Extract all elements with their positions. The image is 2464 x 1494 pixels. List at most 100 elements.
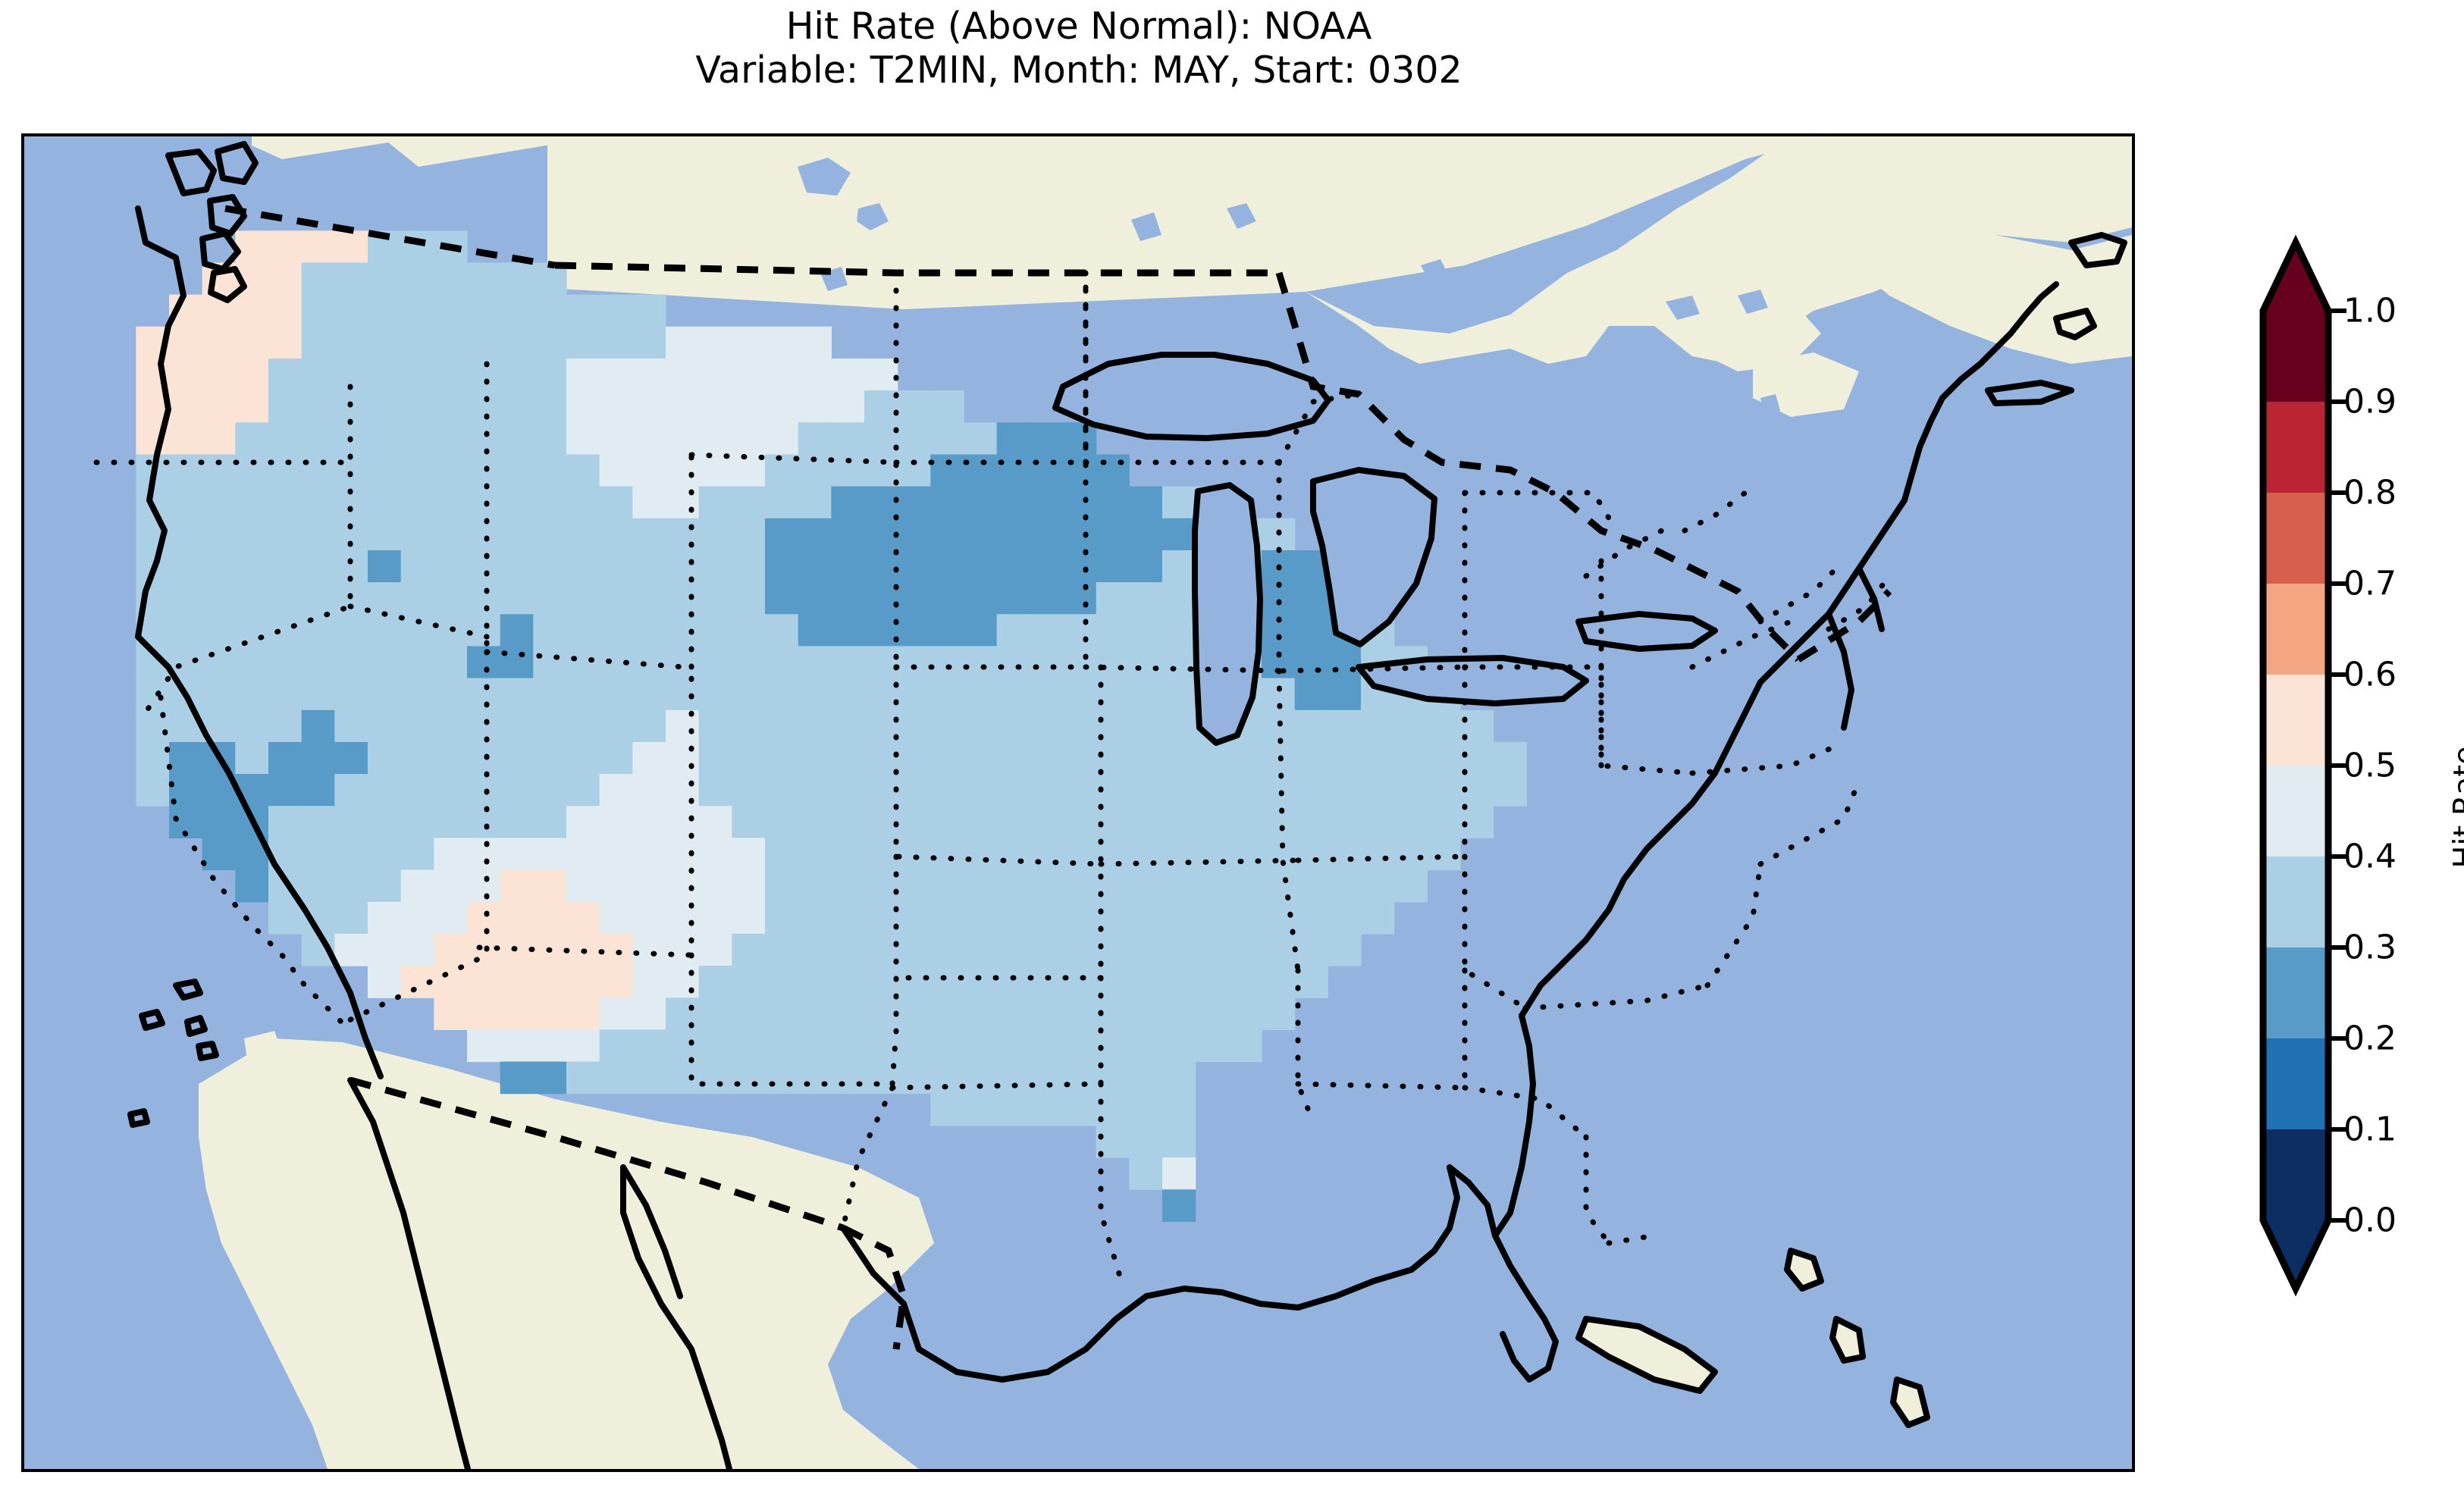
grid-cell [400, 901, 434, 935]
grid-cell [301, 838, 335, 871]
grid-cell [1063, 678, 1097, 711]
grid-cell [1162, 1093, 1196, 1126]
grid-cell [368, 486, 402, 519]
grid-cell [1361, 901, 1395, 935]
grid-cell [599, 933, 633, 966]
grid-cell [566, 741, 600, 775]
grid-cell [400, 454, 434, 487]
grid-cell [930, 390, 964, 423]
title-line-2: Variable: T2MIN, Month: MAY, Start: 0302 [695, 49, 1462, 92]
grid-cell [666, 709, 700, 743]
grid-cell [698, 838, 732, 871]
grid-cell [500, 326, 534, 359]
grid-cell [1228, 1029, 1262, 1063]
grid-cell [533, 550, 567, 583]
grid-cell [533, 741, 567, 775]
grid-cell [434, 582, 468, 615]
grid-cell [732, 486, 766, 519]
grid-cell [666, 614, 700, 647]
grid-cell [732, 966, 766, 998]
grid-cell [632, 422, 666, 456]
grid-cell [732, 646, 766, 679]
grid-cell [632, 326, 666, 359]
grid-cell [1294, 806, 1328, 838]
grid-cell [235, 550, 269, 583]
grid-cell [964, 901, 998, 935]
grid-cell [533, 486, 567, 519]
grid-cell [698, 678, 732, 711]
grid-cell [268, 262, 303, 296]
grid-cell [566, 486, 600, 519]
grid-cell [732, 1061, 766, 1095]
grid-cell [1129, 1029, 1163, 1063]
grid-cell [864, 422, 898, 456]
grid-cell [400, 838, 434, 871]
grid-cell [666, 806, 700, 838]
grid-cell [1294, 709, 1328, 743]
grid-cell [1129, 646, 1163, 679]
colorbar-band [2263, 402, 2328, 493]
grid-cell [798, 806, 832, 838]
figure-title: Hit Rate (Above Normal): NOAA Variable: … [0, 5, 2158, 92]
grid-cell [301, 326, 335, 359]
grid-cell [467, 262, 501, 296]
grid-cell [434, 709, 468, 743]
grid-cell [930, 901, 964, 935]
grid-cell [1162, 1061, 1196, 1095]
grid-cell [467, 869, 501, 903]
grid-cell [1129, 1157, 1163, 1190]
grid-cell [467, 518, 501, 551]
grid-cell [1129, 614, 1163, 647]
grid-cell [268, 550, 303, 583]
grid-cell [831, 422, 865, 456]
grid-cell [1030, 709, 1064, 743]
grid-cell [334, 326, 368, 359]
grid-cell [368, 646, 402, 679]
grid-cell [632, 582, 666, 615]
grid-cell [368, 838, 402, 871]
grid-cell [632, 294, 666, 327]
grid-cell [1393, 774, 1428, 807]
grid-cell [698, 741, 732, 775]
grid-cell [1063, 774, 1097, 807]
grid-cell [765, 774, 799, 807]
grid-cell [1030, 614, 1064, 647]
grid-cell [500, 741, 534, 775]
grid-cell [334, 646, 368, 679]
grid-cell [467, 454, 501, 487]
grid-cell [1096, 518, 1130, 551]
grid-cell [566, 901, 600, 935]
grid-cell [1393, 869, 1428, 903]
grid-cell [1063, 709, 1097, 743]
grid-cell [897, 869, 931, 903]
grid-cell [169, 741, 203, 775]
grid-cell [533, 646, 567, 679]
grid-cell [599, 1029, 633, 1063]
grid-cell [334, 838, 368, 871]
grid-cell [996, 486, 1030, 519]
grid-cell [996, 933, 1030, 966]
grid-cell [732, 838, 766, 871]
grid-cell [533, 901, 567, 935]
grid-cell [1162, 486, 1196, 519]
grid-cell [798, 614, 832, 647]
grid-cell [1129, 709, 1163, 743]
grid-cell [765, 678, 799, 711]
grid-cell [831, 614, 865, 647]
grid-cell [897, 806, 931, 838]
grid-cell [1328, 933, 1362, 966]
grid-cell [599, 1061, 633, 1095]
grid-cell [235, 422, 269, 456]
grid-cell [1361, 838, 1395, 871]
grid-cell [268, 294, 303, 327]
grid-cell [334, 294, 368, 327]
grid-cell [301, 358, 335, 391]
grid-cell [964, 774, 998, 807]
grid-cell [996, 901, 1030, 935]
grid-cell [765, 1061, 799, 1095]
grid-cell [632, 358, 666, 391]
grid-cell [864, 486, 898, 519]
grid-cell [599, 294, 633, 327]
grid-cell [897, 550, 931, 583]
grid-cell [632, 709, 666, 743]
